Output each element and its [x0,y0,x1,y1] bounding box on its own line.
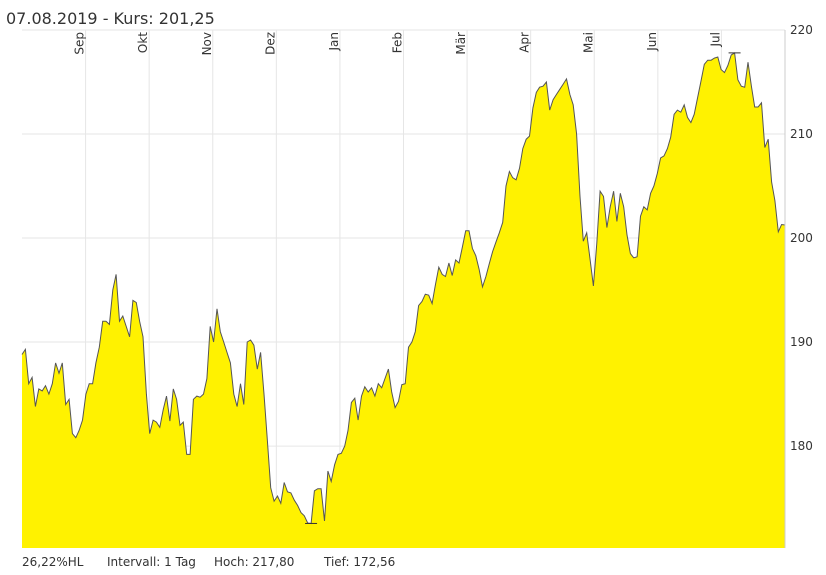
x-tick-label: Okt [136,32,150,53]
footer-text: Intervall: 1 Tag [107,555,196,569]
area [22,52,785,549]
x-tick-label: Jul [708,32,722,47]
y-tick-label: 210 [790,127,813,141]
x-tick-label: Feb [391,32,405,53]
y-tick-label: 180 [790,439,813,453]
chart-title: 07.08.2019 - Kurs: 201,25 [6,9,215,28]
footer-text: 26,22%HL [22,555,84,569]
y-tick-label: 200 [790,231,813,245]
x-tick-label: Jan [327,32,341,52]
x-tick-label: Sep [73,32,87,55]
x-tick-label: Jun [645,32,659,52]
x-tick-label: Dez [263,32,277,55]
x-tick-label: Mär [454,32,468,55]
x-tick-label: Apr [518,32,532,53]
x-tick-label: Mai [581,32,595,53]
x-tick-label: Nov [200,32,214,55]
line [21,52,786,525]
footer-text: Hoch: 217,80 [214,555,294,569]
y-tick-label: 190 [790,335,813,349]
footer-text: Tief: 172,56 [323,555,395,569]
y-tick-label: 220 [790,23,813,37]
